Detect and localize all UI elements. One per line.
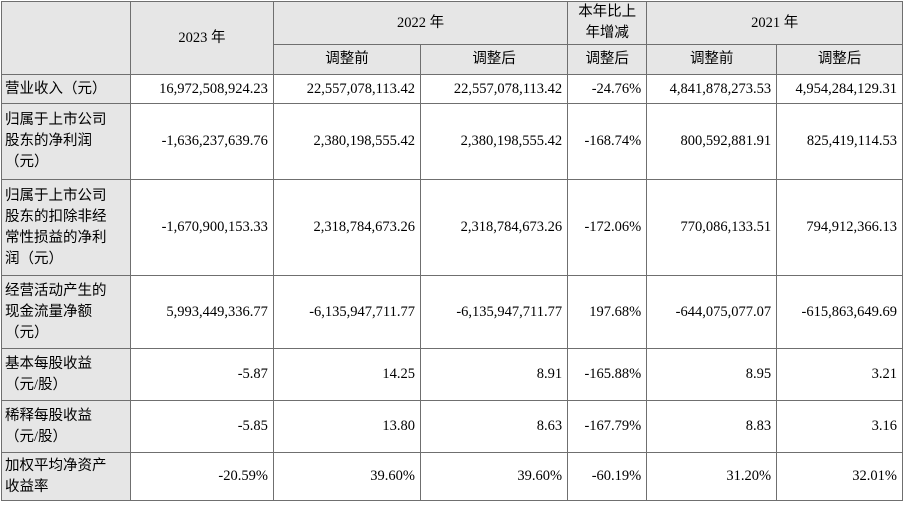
row-label-line: 股东的净利润	[5, 133, 92, 149]
header-2022-before: 调整前	[272, 44, 422, 75]
value-cell: -24.76%	[567, 74, 648, 104]
value-cell: 4,954,284,129.31	[776, 74, 903, 104]
value-cell: -172.06%	[567, 179, 648, 276]
row-label-line: 加权平均净资产	[5, 457, 107, 474]
value-cell: -5.85	[129, 400, 274, 453]
header-2022-after: 调整后	[420, 44, 569, 75]
row-label-line: 润（元）	[5, 250, 63, 267]
table-row: 经营活动产生的 现金流量净额 （元） 5,993,449,336.77 -6,135,9…	[1, 275, 903, 349]
header-change: 本年比上 年增减	[567, 1, 648, 45]
value-cell: 16,972,508,924.23	[129, 74, 274, 104]
table-row: 营业收入（元） 16,972,508,924.23 22,557,078,113.4…	[1, 74, 903, 104]
table-row: 稀释每股收益 （元/股） -5.85 13.80 8.63 -167.79% 8.83 3.1…	[1, 400, 903, 453]
row-label: 营业收入（元）	[1, 74, 131, 104]
value-cell: 3.21	[776, 348, 903, 401]
value-cell: 31.20%	[646, 452, 778, 501]
value-cell: -60.19%	[567, 452, 648, 501]
value-cell: -644,075,077.07	[646, 275, 778, 349]
header-change-line-2: 年增减	[585, 25, 629, 41]
value-cell: -168.74%	[567, 103, 648, 180]
row-label-line: 归属于上市公司	[5, 112, 107, 128]
value-cell: -5.87	[129, 348, 274, 401]
value-cell: -6,135,947,711.77	[272, 275, 422, 349]
value-cell: 13.80	[272, 400, 422, 453]
value-cell: 2,318,784,673.26	[272, 179, 422, 276]
value-cell: -1,670,900,153.33	[129, 179, 274, 276]
row-label: 归属于上市公司 股东的净利润 （元）	[1, 103, 131, 180]
row-label: 经营活动产生的 现金流量净额 （元）	[1, 275, 131, 349]
row-label-line: 收益率	[5, 478, 49, 495]
value-cell: 8.63	[420, 400, 569, 453]
value-cell: 197.68%	[567, 275, 648, 349]
table-row: 归属于上市公司 股东的扣除非经 常性损益的净利 润（元） -1,670,900,153.…	[1, 179, 903, 276]
row-label-line: 稀释每股收益	[5, 407, 92, 424]
financial-summary-table: 2023 年 2022 年 本年比上 年增减 2021 年 调整前 调整后 调整…	[1, 1, 903, 501]
value-cell: 2,318,784,673.26	[420, 179, 569, 276]
value-cell: 22,557,078,113.42	[420, 74, 569, 104]
row-label-line: 归属于上市公司	[5, 187, 107, 204]
header-change-line-1: 本年比上	[578, 4, 637, 20]
value-cell: 2,380,198,555.42	[420, 103, 569, 180]
value-cell: 2,380,198,555.42	[272, 103, 422, 180]
value-cell: 14.25	[272, 348, 422, 401]
value-cell: 32.01%	[776, 452, 903, 501]
header-2021: 2021 年	[646, 1, 903, 45]
header-2021-after: 调整后	[776, 44, 903, 75]
row-label-line: 基本每股收益	[5, 355, 92, 372]
table-body: 营业收入（元） 16,972,508,924.23 22,557,078,113.4…	[1, 74, 903, 501]
header-2023: 2023 年	[129, 1, 274, 75]
value-cell: 770,086,133.51	[646, 179, 778, 276]
value-cell: 794,912,366.13	[776, 179, 903, 276]
header-2022: 2022 年	[272, 1, 569, 45]
value-cell: 22,557,078,113.42	[272, 74, 422, 104]
row-label: 稀释每股收益 （元/股）	[1, 400, 131, 453]
value-cell: 4,841,878,273.53	[646, 74, 778, 104]
row-label-line: （元/股）	[5, 428, 68, 445]
table-row: 基本每股收益 （元/股） -5.87 14.25 8.91 -165.88% 8.95 3.2…	[1, 348, 903, 401]
value-cell: 825,419,114.53	[776, 103, 903, 180]
value-cell: -20.59%	[129, 452, 274, 501]
row-label: 基本每股收益 （元/股）	[1, 348, 131, 401]
value-cell: -6,135,947,711.77	[420, 275, 569, 349]
row-label-line: 常性损益的净利	[5, 229, 107, 246]
value-cell: 8.83	[646, 400, 778, 453]
row-label-line: （元/股）	[5, 376, 68, 393]
value-cell: -615,863,649.69	[776, 275, 903, 349]
row-label-line: 经营活动产生的	[5, 282, 107, 299]
row-label: 加权平均净资产 收益率	[1, 452, 131, 501]
value-cell: 39.60%	[272, 452, 422, 501]
row-label-line: 营业收入（元）	[5, 80, 107, 97]
row-label-line: （元）	[5, 154, 49, 170]
value-cell: 8.91	[420, 348, 569, 401]
value-cell: 5,993,449,336.77	[129, 275, 274, 349]
table-row: 加权平均净资产 收益率 -20.59% 39.60% 39.60% -60.19% 31.2…	[1, 452, 903, 501]
value-cell: -1,636,237,639.76	[129, 103, 274, 180]
value-cell: -165.88%	[567, 348, 648, 401]
value-cell: -167.79%	[567, 400, 648, 453]
value-cell: 800,592,881.91	[646, 103, 778, 180]
table-row: 归属于上市公司 股东的净利润 （元） -1,636,237,639.76 2,380,1…	[1, 103, 903, 180]
header-change-after: 调整后	[567, 44, 648, 75]
header-2021-before: 调整前	[646, 44, 778, 75]
value-cell: 39.60%	[420, 452, 569, 501]
row-label: 归属于上市公司 股东的扣除非经 常性损益的净利 润（元）	[1, 179, 131, 276]
value-cell: 3.16	[776, 400, 903, 453]
row-label-line: 股东的扣除非经	[5, 208, 107, 225]
value-cell: 8.95	[646, 348, 778, 401]
row-label-line: 现金流量净额	[5, 303, 92, 320]
header-corner-cell	[1, 1, 131, 75]
row-label-line: （元）	[5, 324, 49, 341]
